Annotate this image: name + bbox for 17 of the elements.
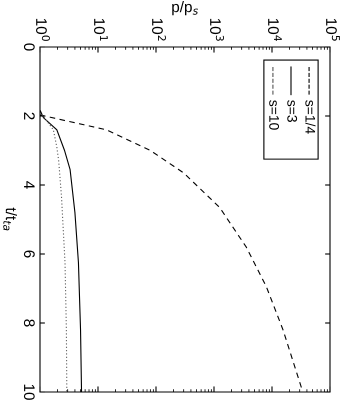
- y-tick-label: 8: [24, 319, 35, 327]
- x-tick-label: 10$^{3}$: [210, 18, 224, 41]
- x-tick-label: 10$^{0}$: [36, 18, 50, 41]
- legend-label: s=3: [287, 100, 298, 122]
- x-tick-label: 10$^{1}$: [94, 18, 108, 41]
- y-tick-label: 10: [24, 384, 35, 400]
- x-tick-label: 10$^{2}$: [152, 18, 166, 41]
- y-tick-label: 4: [24, 181, 35, 189]
- y-axis-title: t/t$_{ta}$: [3, 208, 17, 230]
- y-tick-label: 6: [24, 250, 35, 258]
- legend-label: s=1/4: [305, 100, 316, 134]
- x-axis-title: p/p$_{s}$: [172, 0, 198, 16]
- x-tick-label: 10$^{4}$: [268, 18, 282, 42]
- x-tick-label: 10$^{5}$: [326, 18, 340, 41]
- legend-label: s=10: [269, 100, 280, 130]
- y-tick-label: 0: [24, 43, 35, 51]
- y-tick-label: 2: [24, 112, 35, 120]
